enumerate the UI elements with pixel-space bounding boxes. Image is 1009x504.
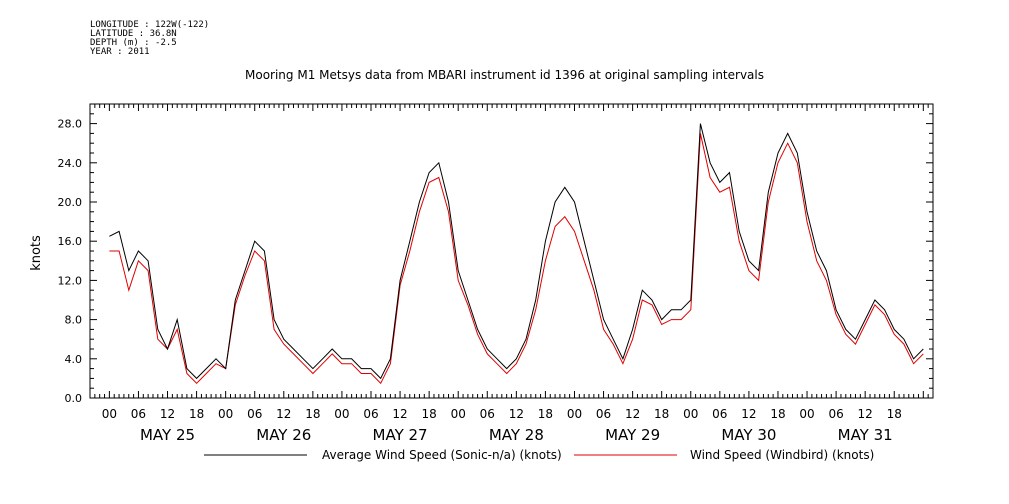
- x-tick-label: 18: [770, 407, 785, 421]
- day-label: MAY 31: [838, 426, 893, 444]
- y-tick-label: 4.0: [65, 353, 83, 366]
- day-label: MAY 27: [373, 426, 428, 444]
- series-line-1: [109, 123, 924, 380]
- x-tick-label: 12: [509, 407, 524, 421]
- legend: Average Wind Speed (Sonic-n/a) (knots) W…: [204, 448, 874, 462]
- x-tick-label: 06: [596, 407, 611, 421]
- y-axis-ticks: 0.0 4.0 8.0 12.0 16.0 20.0 24.0 28.0: [58, 103, 933, 405]
- x-tick-label: 06: [712, 407, 727, 421]
- y-tick-label: 20.0: [58, 196, 83, 209]
- latitude-label: LATITUDE : 36.8N: [90, 29, 177, 39]
- x-tick-label: 12: [392, 407, 407, 421]
- x-tick-label: 00: [218, 407, 233, 421]
- x-tick-label: 06: [247, 407, 262, 421]
- depth-label: DEPTH (m) : -2.5: [90, 38, 177, 48]
- y-tick-label: 12.0: [58, 274, 83, 287]
- x-tick-label: 12: [625, 407, 640, 421]
- chart-title: Mooring M1 Metsys data from MBARI instru…: [245, 68, 764, 82]
- y-tick-label: 16.0: [58, 235, 83, 248]
- x-tick-label: 00: [102, 407, 117, 421]
- x-tick-label: 18: [305, 407, 320, 421]
- series-lines: [109, 123, 924, 385]
- x-tick-label: 12: [741, 407, 756, 421]
- x-tick-label: 00: [683, 407, 698, 421]
- plot-frame: [89, 103, 934, 399]
- series-line-2: [109, 133, 924, 385]
- x-tick-label: 00: [451, 407, 466, 421]
- day-label: MAY 29: [605, 426, 660, 444]
- x-tick-label: 12: [858, 407, 873, 421]
- x-tick-label: 18: [189, 407, 204, 421]
- year-label: YEAR : 2011: [90, 47, 150, 57]
- x-tick-label: 18: [654, 407, 669, 421]
- day-label: MAY 30: [721, 426, 776, 444]
- x-tick-label: 06: [828, 407, 843, 421]
- x-tick-label: 00: [567, 407, 582, 421]
- day-label: MAY 28: [489, 426, 544, 444]
- longitude-label: LONGITUDE : 122W(-122): [90, 20, 210, 30]
- x-tick-label: 00: [334, 407, 349, 421]
- station-metadata: LONGITUDE : 122W(-122) LATITUDE : 36.8N …: [90, 21, 209, 57]
- chart-axes: [89, 103, 934, 399]
- x-axis-ticks: 00 06 12 18 MAY 25 00 06 12 18 MAY 26 00 06 12 18 MAY …: [89, 104, 934, 444]
- y-tick-label: 24.0: [58, 157, 83, 170]
- x-tick-label: 06: [480, 407, 495, 421]
- legend-label-series-1: Average Wind Speed (Sonic-n/a) (knots): [322, 448, 562, 462]
- x-tick-label: 06: [131, 407, 146, 421]
- day-label: MAY 26: [256, 426, 311, 444]
- x-tick-label: 18: [421, 407, 436, 421]
- x-tick-label: 18: [538, 407, 553, 421]
- x-tick-label: 06: [363, 407, 378, 421]
- x-tick-label: 00: [799, 407, 814, 421]
- x-tick-label: 12: [160, 407, 175, 421]
- x-tick-label: 18: [887, 407, 902, 421]
- y-tick-label: 28.0: [58, 118, 83, 131]
- y-axis-label: knots: [29, 235, 44, 271]
- y-tick-label: 0.0: [65, 392, 83, 405]
- y-tick-label: 8.0: [65, 314, 83, 327]
- x-tick-label: 12: [276, 407, 291, 421]
- legend-label-series-2: Wind Speed (Windbird) (knots): [690, 448, 874, 462]
- day-label: MAY 25: [140, 426, 195, 444]
